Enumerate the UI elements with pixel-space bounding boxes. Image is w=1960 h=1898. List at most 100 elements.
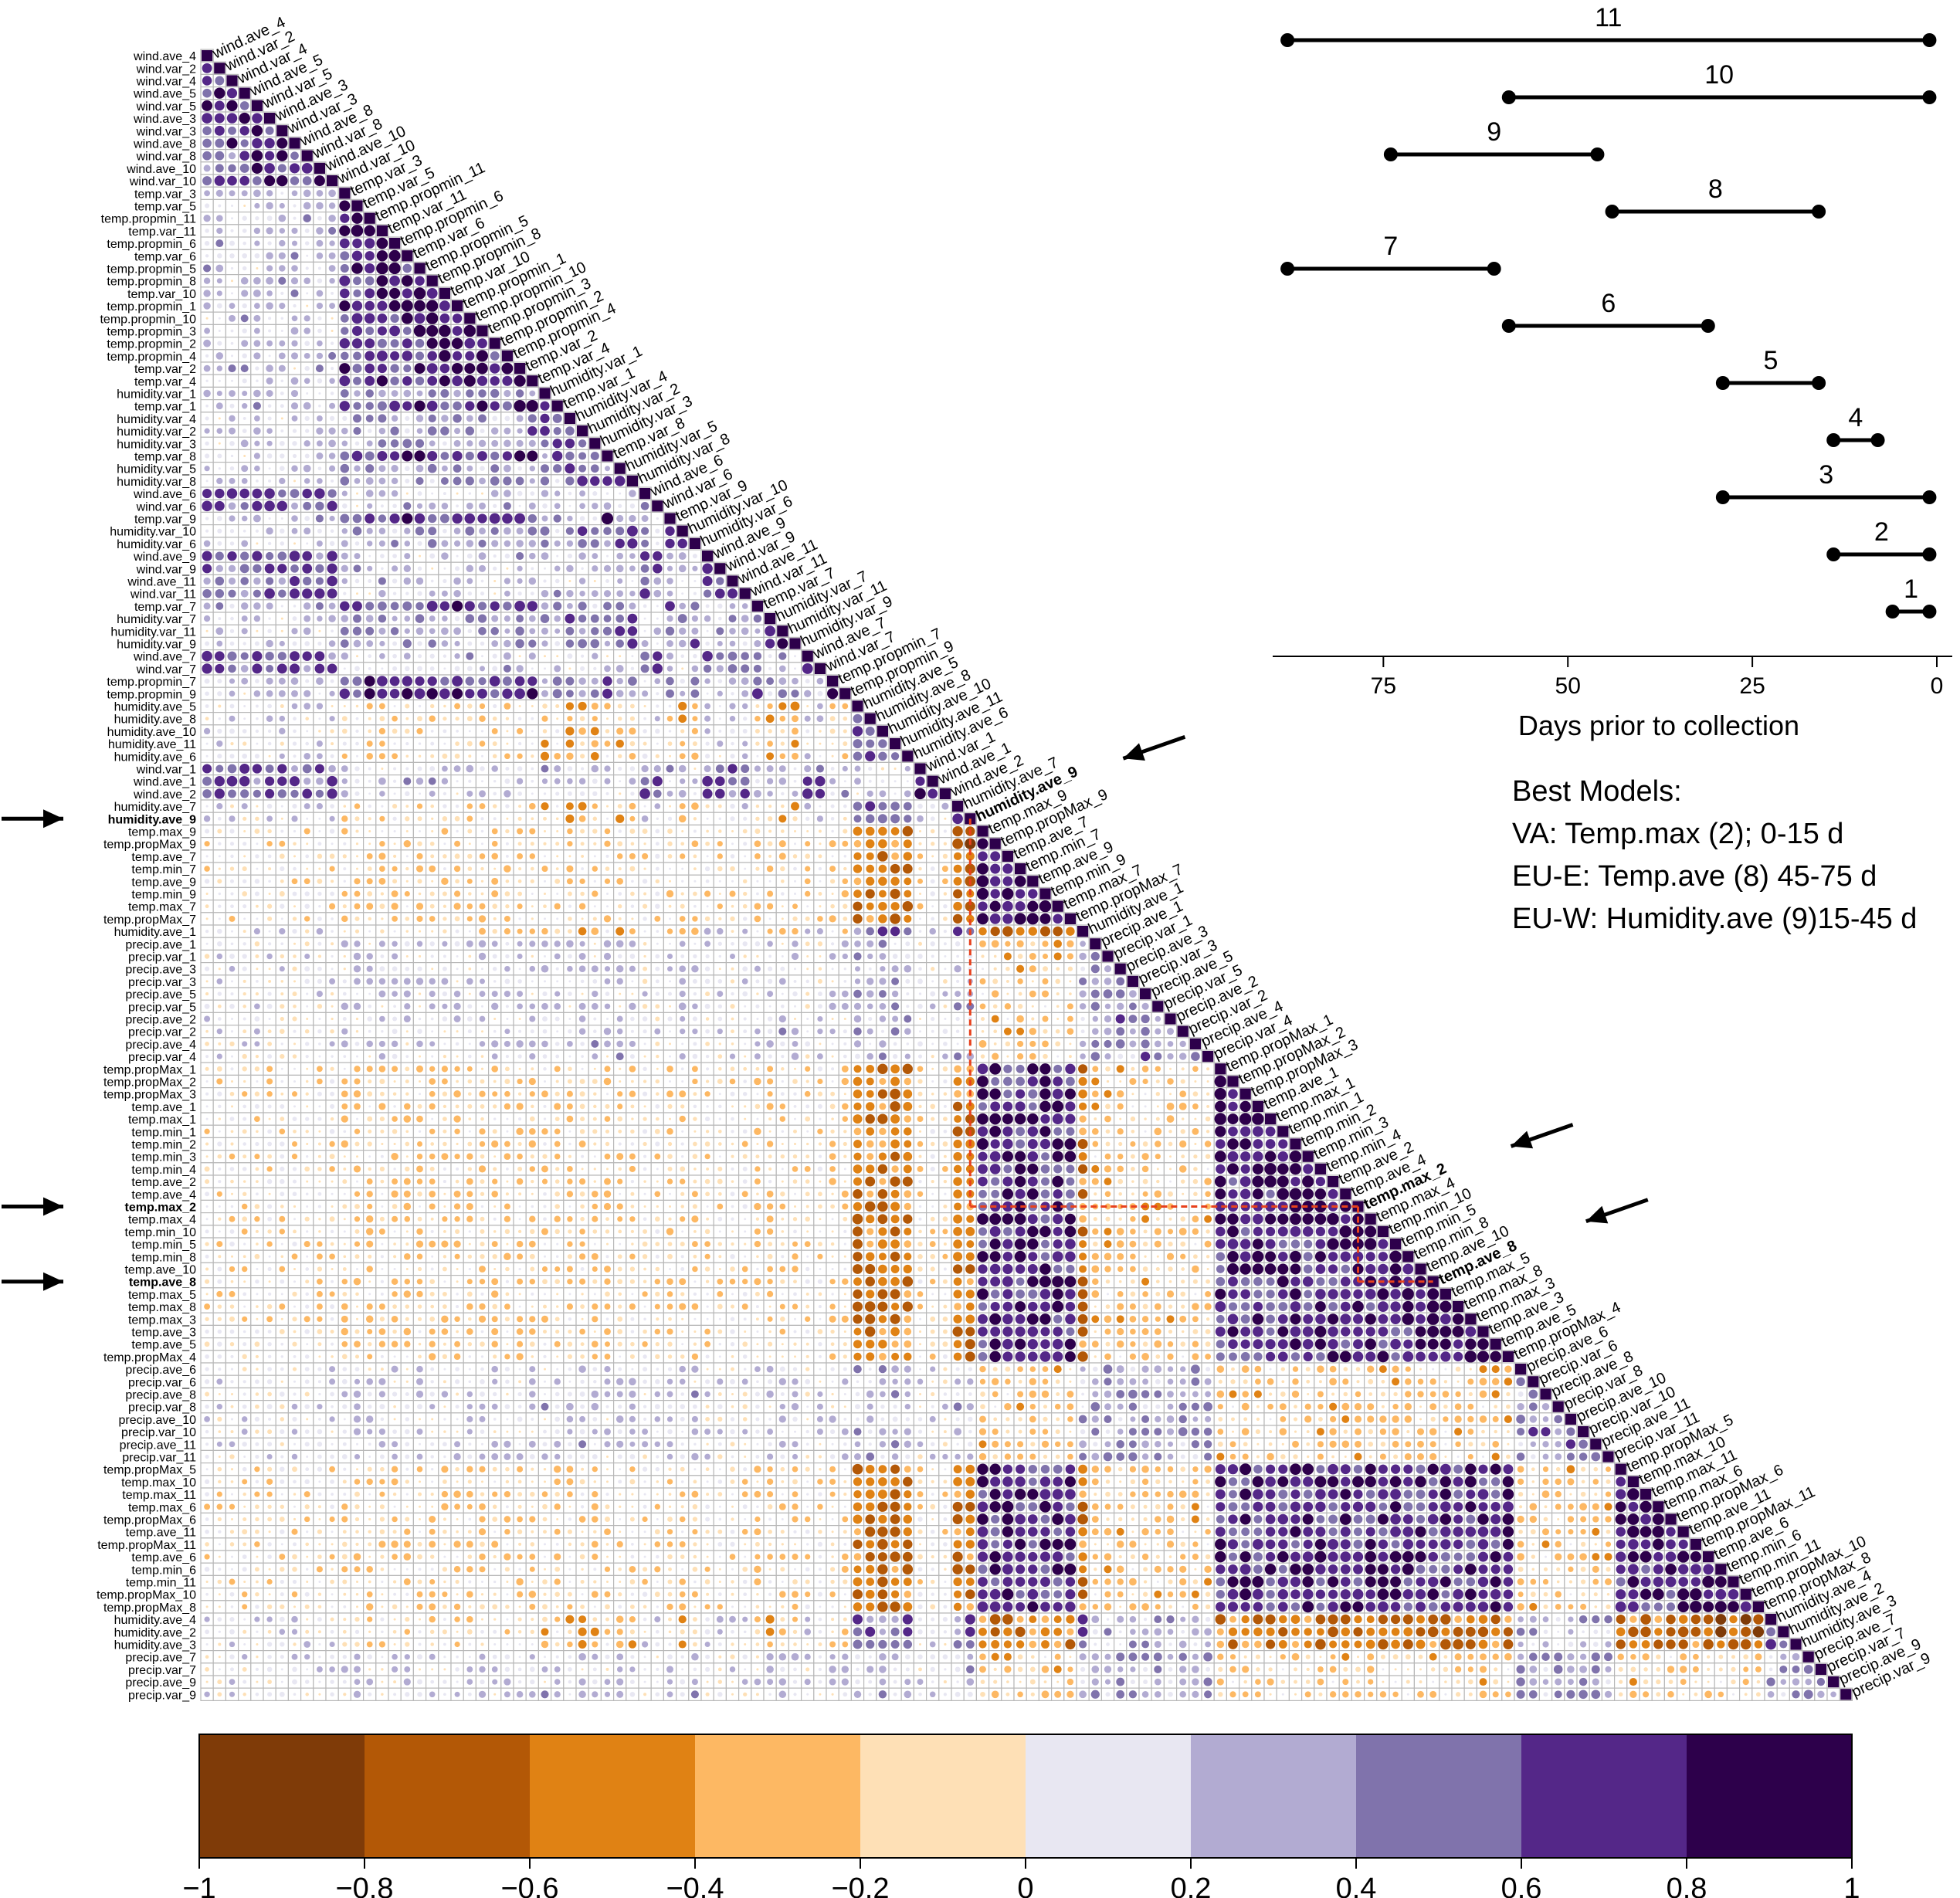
- correlation-dot: [754, 715, 761, 722]
- correlation-dot: [328, 427, 336, 435]
- correlation-dot: [443, 842, 446, 846]
- correlation-dot: [468, 730, 471, 733]
- correlation-dot: [230, 892, 234, 896]
- correlation-dot: [353, 376, 361, 385]
- correlation-dot: [215, 488, 225, 499]
- correlation-dot: [377, 313, 388, 324]
- correlation-dot: [829, 778, 836, 785]
- correlation-dot: [592, 716, 598, 722]
- correlation-dot: [554, 752, 561, 760]
- correlation-dot: [267, 854, 272, 859]
- correlation-dot: [541, 464, 549, 473]
- correlation-dot: [330, 391, 334, 395]
- correlation-dot: [341, 440, 348, 447]
- diagonal-cell: [589, 438, 601, 449]
- correlation-dot: [353, 402, 361, 410]
- correlation-dot: [328, 652, 336, 660]
- correlation-dot: [217, 541, 222, 546]
- correlation-dot: [626, 525, 638, 537]
- correlation-dot: [229, 415, 236, 422]
- correlation-dot: [690, 602, 700, 611]
- correlation-dot: [429, 440, 436, 447]
- correlation-dot: [517, 842, 522, 846]
- correlation-dot: [316, 352, 324, 360]
- correlation-dot: [878, 864, 887, 873]
- correlation-dot: [666, 791, 673, 797]
- correlation-dot: [691, 615, 699, 622]
- correlation-dot: [378, 527, 386, 534]
- correlation-dot: [303, 402, 311, 410]
- correlation-dot: [264, 151, 275, 161]
- correlation-dot: [379, 815, 385, 822]
- correlation-dot: [315, 564, 324, 573]
- correlation-dot: [405, 717, 409, 720]
- correlation-dot: [766, 865, 774, 873]
- correlation-dot: [481, 492, 483, 495]
- correlation-dot: [229, 842, 235, 846]
- correlation-dot: [904, 765, 910, 772]
- correlation-dot: [292, 641, 297, 646]
- correlation-dot: [343, 667, 346, 670]
- correlation-dot: [464, 337, 476, 349]
- correlation-dot: [368, 717, 371, 720]
- correlation-dot: [468, 892, 472, 896]
- correlation-dot: [567, 828, 573, 835]
- correlation-dot: [452, 375, 463, 387]
- correlation-dot: [578, 802, 587, 811]
- correlation-dot: [877, 851, 888, 862]
- correlation-dot: [554, 665, 561, 673]
- correlation-dot: [743, 717, 748, 721]
- correlation-dot: [216, 278, 222, 284]
- correlation-dot: [1026, 913, 1039, 925]
- correlation-dot: [229, 629, 235, 634]
- correlation-dot: [653, 589, 662, 598]
- correlation-dot: [379, 652, 385, 659]
- correlation-dot: [976, 887, 989, 900]
- correlation-dot: [619, 655, 622, 658]
- correlation-dot: [351, 250, 363, 261]
- correlation-dot: [453, 903, 461, 910]
- correlation-dot: [405, 415, 410, 422]
- correlation-dot: [377, 326, 387, 336]
- correlation-dot: [391, 903, 398, 910]
- correlation-dot: [831, 855, 834, 858]
- correlation-dot: [239, 175, 250, 186]
- correlation-dot: [904, 877, 912, 886]
- correlation-dot: [231, 280, 233, 283]
- correlation-dot: [452, 600, 463, 612]
- correlation-dot: [367, 429, 372, 433]
- correlation-dot: [742, 728, 748, 734]
- correlation-dot: [853, 839, 862, 848]
- correlation-dot: [254, 829, 260, 834]
- correlation-dot: [655, 842, 660, 846]
- correlation-dot: [202, 138, 212, 148]
- correlation-dot: [405, 666, 410, 672]
- correlation-dot: [692, 778, 698, 785]
- correlation-dot: [880, 779, 885, 784]
- correlation-dot: [506, 567, 509, 570]
- diagonal-cell: [1039, 888, 1051, 900]
- correlation-dot: [592, 516, 598, 521]
- correlation-dot: [252, 500, 263, 511]
- correlation-dot: [401, 300, 413, 312]
- correlation-dot: [704, 916, 710, 922]
- correlation-dot: [290, 677, 299, 685]
- correlation-dot: [413, 324, 426, 337]
- correlation-dot: [691, 802, 699, 810]
- correlation-dot: [604, 665, 611, 673]
- correlation-dot: [490, 464, 500, 473]
- correlation-dot: [778, 815, 787, 823]
- correlation-dot: [829, 728, 836, 734]
- correlation-dot: [426, 325, 439, 337]
- correlation-dot: [405, 591, 409, 595]
- correlation-dot: [242, 253, 248, 259]
- correlation-dot: [602, 626, 612, 635]
- diagonal-cell: [814, 663, 826, 674]
- correlation-dot: [243, 455, 246, 457]
- correlation-dot: [467, 866, 473, 871]
- correlation-dot: [265, 577, 274, 585]
- correlation-dot: [327, 563, 337, 574]
- correlation-dot: [504, 639, 511, 648]
- correlation-dot: [669, 780, 671, 783]
- correlation-dot: [802, 776, 812, 786]
